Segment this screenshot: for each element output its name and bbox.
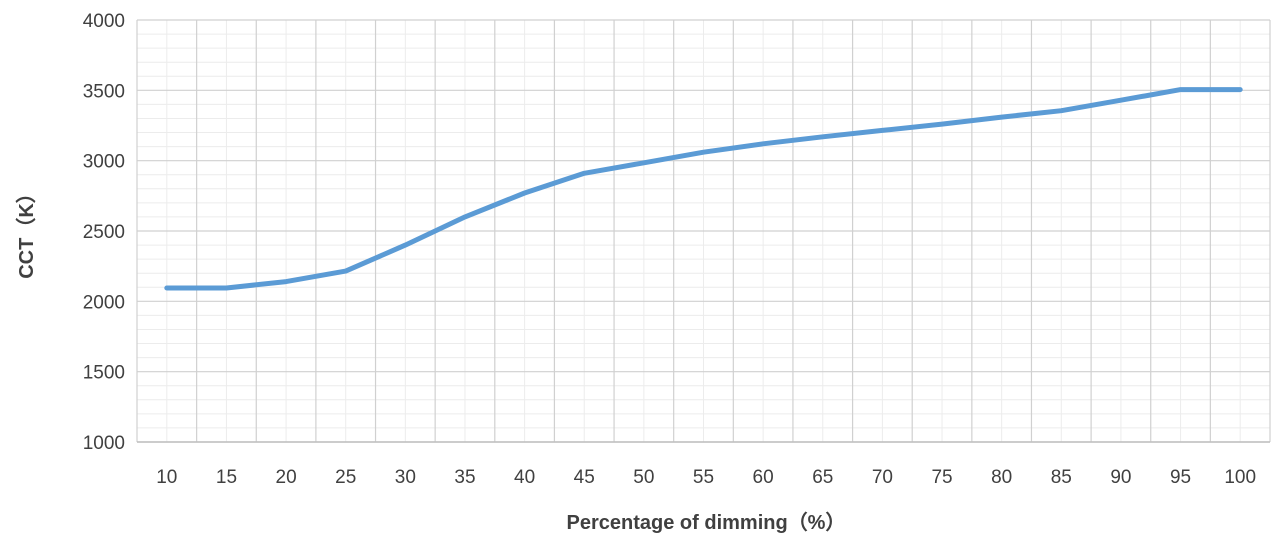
y-tick-label: 1500 [83, 363, 125, 384]
x-tick-label: 50 [633, 467, 654, 488]
x-tick-label: 10 [156, 467, 177, 488]
x-tick-label: 30 [395, 467, 416, 488]
x-axis-tick-labels: 10 15 20 25 30 35 40 45 50 55 60 65 70 75 80 85 90 95 100 [156, 467, 1256, 488]
x-tick-label: 40 [514, 467, 535, 488]
x-tick-label: 85 [1051, 467, 1072, 488]
y-tick-label: 1000 [83, 433, 125, 454]
x-axis-title: Percentage of dimming（%） [567, 511, 846, 534]
x-tick-label: 25 [335, 467, 356, 488]
x-tick-label: 15 [216, 467, 237, 488]
x-tick-label: 95 [1170, 467, 1191, 488]
x-tick-label: 75 [931, 467, 952, 488]
x-tick-label: 70 [872, 467, 893, 488]
y-tick-label: 2500 [83, 222, 125, 243]
x-tick-label: 20 [276, 467, 297, 488]
y-axis-title: CCT（K） [15, 183, 38, 279]
x-tick-label: 65 [812, 467, 833, 488]
y-tick-label: 2000 [83, 292, 125, 313]
y-axis-tick-labels: 1000 1500 2000 2500 3000 3500 4000 [83, 11, 125, 454]
series-line [164, 87, 1243, 291]
x-tick-label: 80 [991, 467, 1012, 488]
series-layer [164, 87, 1243, 291]
y-tick-label: 4000 [83, 11, 125, 32]
y-tick-label: 3000 [83, 152, 125, 173]
x-tick-label: 35 [454, 467, 475, 488]
x-tick-label: 100 [1224, 467, 1256, 488]
x-tick-label: 60 [753, 467, 774, 488]
y-tick-label: 3500 [83, 81, 125, 102]
x-tick-label: 45 [574, 467, 595, 488]
x-tick-label: 55 [693, 467, 714, 488]
x-tick-label: 90 [1110, 467, 1131, 488]
